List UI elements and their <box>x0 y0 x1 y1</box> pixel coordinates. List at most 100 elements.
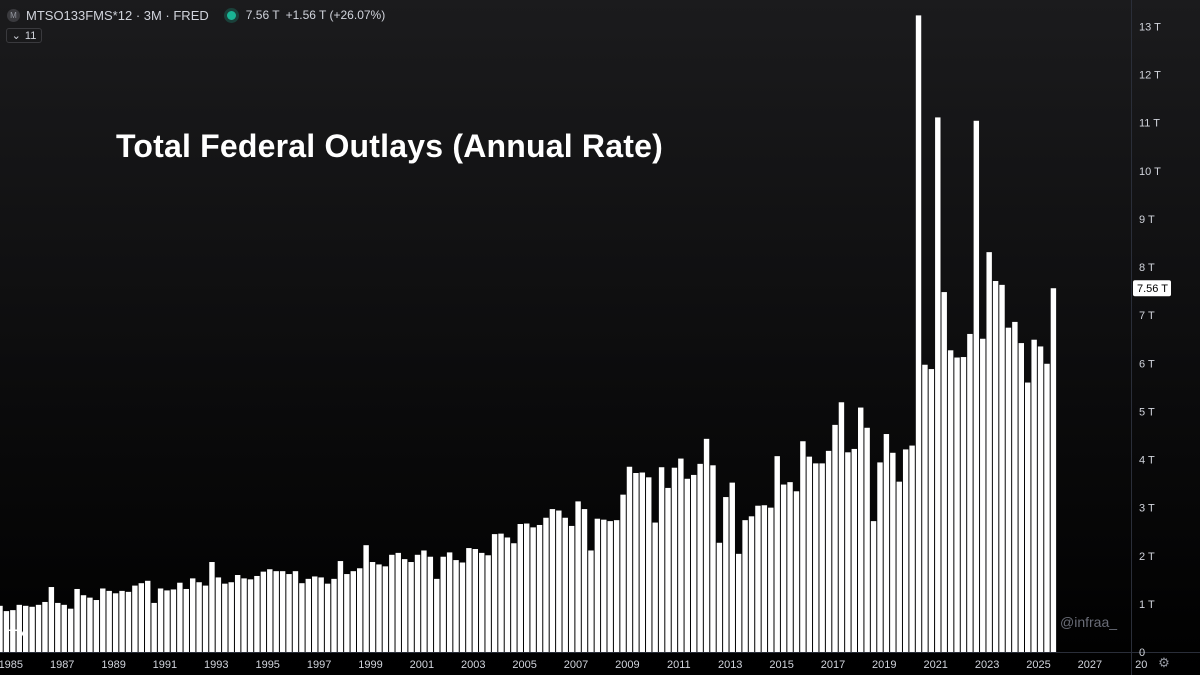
symbol-logo-icon: M <box>7 8 20 22</box>
bar <box>838 402 845 652</box>
bar <box>575 501 581 652</box>
bar <box>67 608 74 652</box>
market-status-icon <box>226 10 236 20</box>
x-tick-label: 2025 <box>1026 659 1050 671</box>
price-axis[interactable]: 0 1 T 2 T 3 T 4 T 5 T 6 T 7 T 8 T 9 T 10 T 11 T 12 T… <box>1139 22 1161 660</box>
bar <box>684 478 690 652</box>
bar <box>222 583 228 652</box>
bar <box>234 575 241 652</box>
bar <box>440 556 446 652</box>
bar <box>761 505 768 652</box>
bar <box>260 571 267 652</box>
y-tick-label: 6 T <box>1139 358 1155 370</box>
bar <box>10 610 16 652</box>
bar <box>613 520 620 652</box>
bar <box>902 449 909 652</box>
y-tick-label: 3 T <box>1139 503 1155 515</box>
x-tick-label: 2007 <box>564 659 588 671</box>
bar <box>639 472 646 652</box>
x-tick-label: 2001 <box>410 659 434 671</box>
bar <box>568 525 575 652</box>
bar <box>305 578 312 652</box>
x-tick-label: 2023 <box>975 659 999 671</box>
tradingview-logo[interactable]: TV <box>8 626 25 642</box>
bar <box>459 562 466 652</box>
bar <box>748 516 755 652</box>
bar <box>22 605 29 652</box>
bar <box>61 604 67 652</box>
bar <box>421 550 427 652</box>
bar <box>883 434 890 652</box>
bar <box>279 571 286 652</box>
time-axis[interactable]: 1985 1987 1989 1991 1993 1995 1997 1999 2001 2003… <box>0 659 1147 671</box>
bar <box>851 448 857 652</box>
bar <box>74 588 80 652</box>
bar <box>138 583 145 652</box>
bar <box>228 582 234 652</box>
bar <box>466 548 472 652</box>
bar <box>915 15 922 652</box>
last-value-label-text: 7.56 T <box>1137 283 1168 295</box>
x-tick-label: 2013 <box>718 659 742 671</box>
y-tick-label: 5 T <box>1139 406 1155 418</box>
bar <box>800 441 806 652</box>
collapse-indicators-button[interactable]: ⌄ 11 <box>6 28 42 43</box>
bar <box>247 579 254 652</box>
bar <box>292 571 299 652</box>
bar <box>960 357 967 652</box>
bar <box>209 562 215 652</box>
symbol-title[interactable]: MTSO133FMS*12 · 3M · FRED <box>26 7 209 23</box>
y-tick-label: 10 T <box>1139 166 1161 178</box>
bar <box>992 281 999 652</box>
gear-icon[interactable]: ⚙ <box>1158 655 1170 670</box>
bar <box>980 338 986 652</box>
bar <box>652 522 658 652</box>
bar <box>928 369 935 652</box>
bar <box>112 593 119 652</box>
bar <box>806 456 813 652</box>
bar <box>472 549 479 652</box>
bar <box>870 521 877 652</box>
bar <box>703 438 710 652</box>
y-tick-label: 8 T <box>1139 262 1155 274</box>
bar <box>498 533 504 652</box>
bar <box>626 466 633 652</box>
bar <box>1018 343 1024 652</box>
bar <box>16 604 22 652</box>
legend-header[interactable]: M MTSO133FMS*12 · 3M · FRED 7.56 T +1.56… <box>7 6 391 24</box>
bar <box>363 545 369 652</box>
bar <box>716 542 723 652</box>
x-tick-label: 2021 <box>923 659 947 671</box>
chevron-down-icon: ⌄ <box>11 30 21 42</box>
bar <box>549 509 556 652</box>
bar <box>1025 382 1031 652</box>
bar <box>1012 321 1018 652</box>
bar <box>177 582 183 652</box>
bar <box>819 463 825 652</box>
bar <box>607 521 613 652</box>
y-tick-label: 0 <box>1139 647 1145 659</box>
x-tick-label: 1989 <box>101 659 125 671</box>
bar <box>723 497 729 652</box>
x-tick-label: 2009 <box>615 659 639 671</box>
bar <box>414 554 421 652</box>
bar <box>523 523 530 652</box>
change-value: +1.56 T (+26.07%) <box>285 8 386 22</box>
bar <box>562 517 568 652</box>
bar <box>183 588 189 652</box>
bar <box>973 120 980 652</box>
bar <box>202 585 209 652</box>
y-tick-label: 12 T <box>1139 70 1161 82</box>
bar <box>145 580 151 652</box>
bar <box>0 605 3 652</box>
bar <box>935 117 941 652</box>
bar <box>318 577 324 652</box>
bar <box>877 462 883 652</box>
bar <box>479 552 485 652</box>
bar <box>864 427 870 652</box>
bar <box>813 463 819 652</box>
last-value: 7.56 T <box>245 8 280 22</box>
bar <box>376 564 382 652</box>
bar <box>697 463 703 652</box>
bar <box>408 562 414 652</box>
